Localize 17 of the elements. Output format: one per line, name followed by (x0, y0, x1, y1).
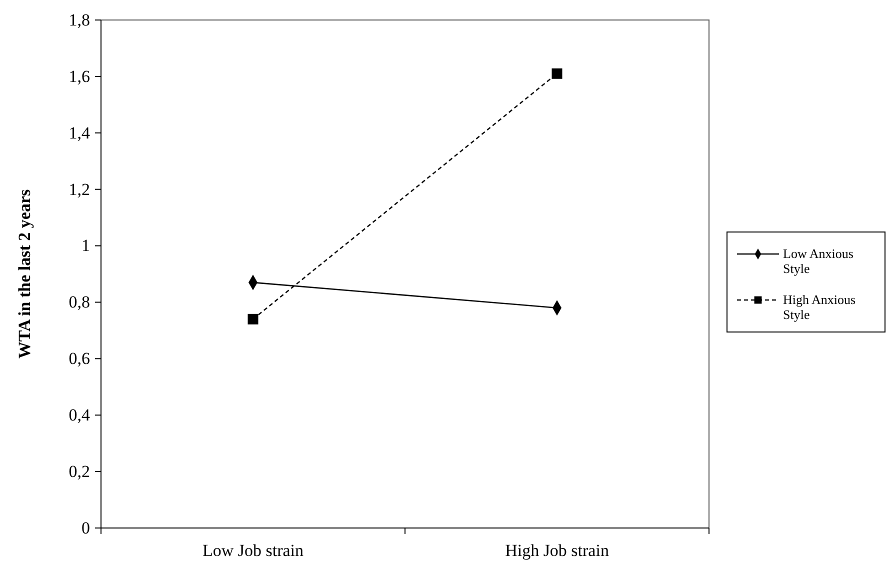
y-tick-label: 0,4 (68, 406, 90, 425)
legend-label: High Anxious Style (783, 292, 856, 322)
y-tick-label: 1,8 (68, 10, 90, 30)
y-tick-label: 1,6 (68, 66, 90, 86)
y-tick-label: 0,2 (68, 462, 90, 481)
point (248, 314, 258, 324)
y-axis-title: WTA in the last 2 years (15, 189, 34, 359)
y-tick-label: 0,6 (68, 349, 90, 368)
point (552, 68, 562, 79)
y-tick-label: 1,2 (68, 180, 90, 199)
y-tick-label: 1 (82, 236, 90, 256)
x-tick-label: High Job strain (505, 541, 610, 560)
x-tick-label: Low Job strain (202, 541, 304, 560)
legend-label: Low Anxious Style (783, 246, 854, 276)
y-tick-label: 0 (82, 518, 90, 538)
y-tick-label: 1,4 (68, 123, 90, 142)
y-tick-label: 0,8 (68, 292, 90, 312)
